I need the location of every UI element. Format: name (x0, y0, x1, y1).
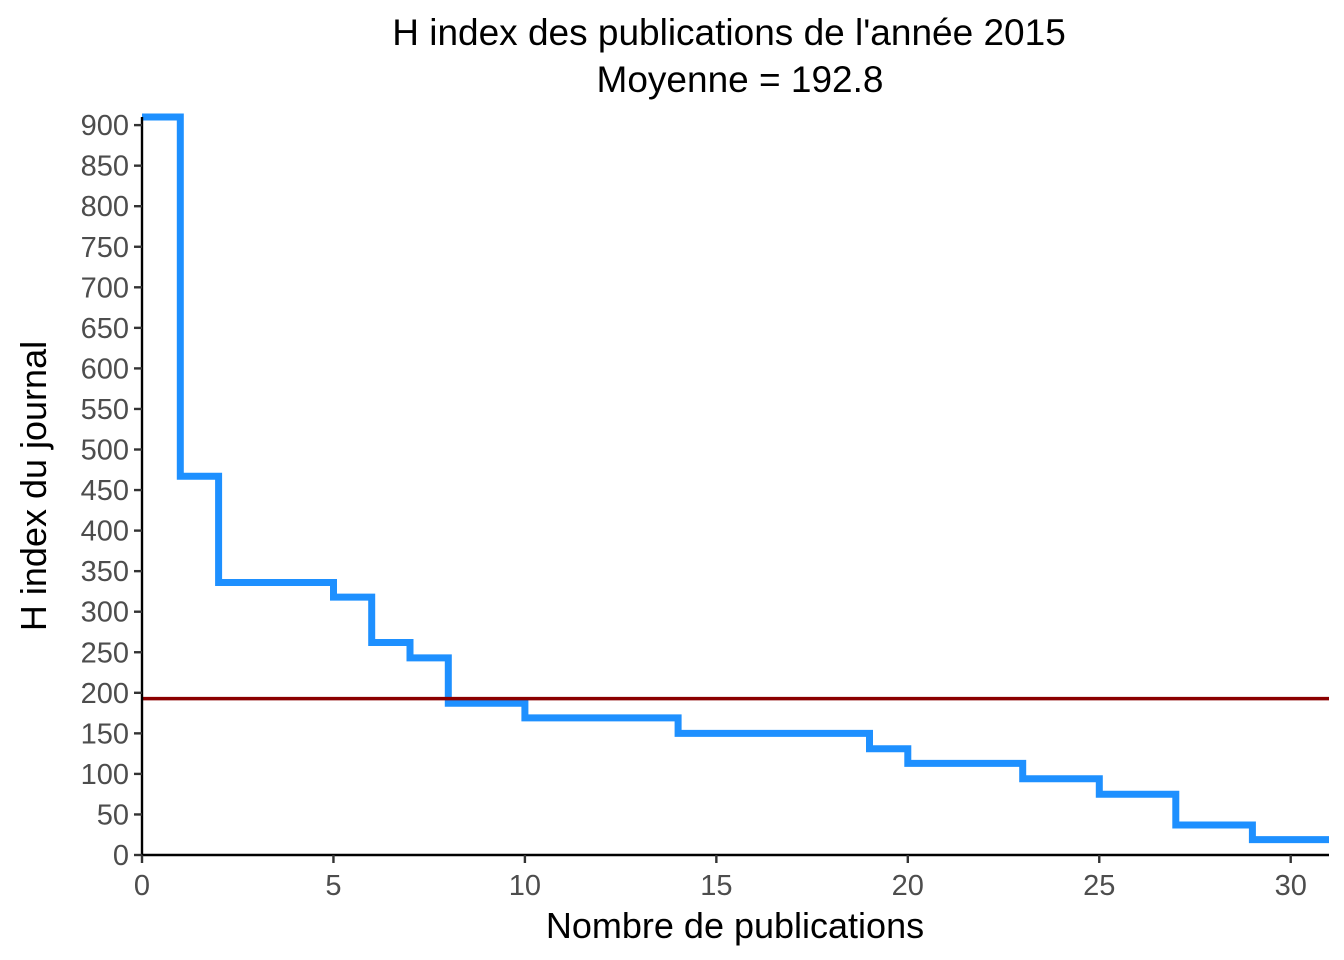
y-axis: 0 50 100 150 200 250 300 350 400 450 500 550 600 650 7… (81, 110, 144, 872)
y-tick-label: 700 (81, 272, 129, 304)
y-axis-title: H index du journal (13, 341, 54, 631)
x-tick-label: 20 (892, 870, 924, 902)
x-tick-label: 25 (1083, 870, 1115, 902)
x-axis-title: Nombre de publications (546, 905, 924, 946)
y-tick-label: 450 (81, 475, 129, 507)
y-tick-label: 850 (81, 151, 129, 183)
y-tick-label: 0 (113, 840, 129, 872)
y-tick-label: 550 (81, 394, 129, 426)
y-tick-label: 600 (81, 353, 129, 385)
chart-subtitle: Moyenne = 192.8 (597, 59, 884, 100)
x-tick-label: 10 (509, 870, 541, 902)
x-tick-label: 15 (700, 870, 732, 902)
y-tick-label: 900 (81, 110, 129, 142)
x-axis: 0 5 10 15 20 25 30 (134, 853, 1329, 902)
y-tick-label: 800 (81, 191, 129, 223)
x-tick-label: 30 (1275, 870, 1307, 902)
x-tick-label: 0 (134, 870, 150, 902)
chart-title: H index des publications de l'année 2015 (392, 12, 1066, 53)
y-tick-label: 350 (81, 556, 129, 588)
x-tick-label: 5 (325, 870, 341, 902)
plot-area (142, 113, 1329, 844)
y-tick-label: 400 (81, 516, 129, 548)
step-series-line-0 (142, 113, 1329, 844)
y-tick-label: 500 (81, 435, 129, 467)
y-tick-label: 650 (81, 313, 129, 345)
y-tick-label: 200 (81, 678, 129, 710)
y-tick-label: 250 (81, 637, 129, 669)
y-tick-label: 50 (97, 799, 129, 831)
y-tick-label: 150 (81, 718, 129, 750)
y-tick-label: 100 (81, 759, 129, 791)
y-tick-label: 300 (81, 597, 129, 629)
y-tick-label: 750 (81, 232, 129, 264)
